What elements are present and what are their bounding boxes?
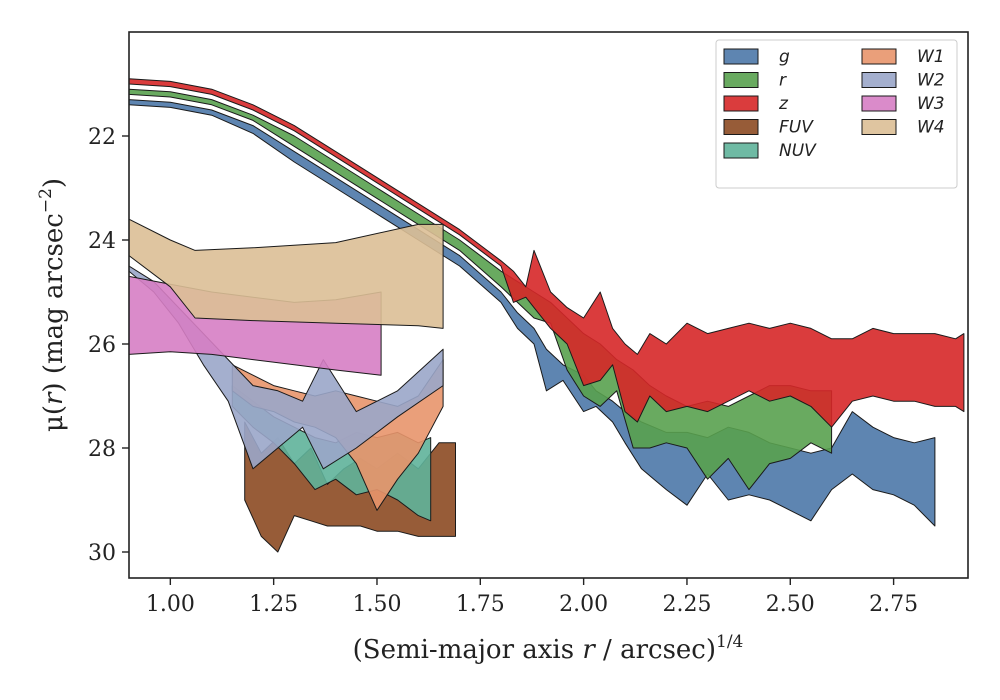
legend-label-w1: W1: [917, 47, 945, 67]
legend-swatch-z: [723, 95, 759, 112]
legend-swatch-w4: [861, 119, 897, 135]
x-tick-label: 1.00: [146, 592, 195, 617]
legend-swatch-nuv: [723, 142, 759, 159]
x-tick-label: 2.50: [766, 592, 815, 617]
legend-label-nuv: NUV: [779, 141, 817, 161]
plot-frame: [128, 31, 969, 579]
x-tick-label: 1.50: [352, 592, 401, 617]
legend-swatch-r: [723, 72, 759, 88]
band-w4: [129, 218, 444, 329]
legend-label-r: r: [779, 71, 787, 91]
y-tick-label: 26: [88, 333, 116, 358]
band-z: [129, 78, 965, 428]
legend-label-w3: W3: [917, 94, 945, 114]
legend-swatch-w1: [861, 48, 897, 65]
y-tick-label: 22: [88, 125, 116, 150]
band-w2: [129, 265, 444, 470]
legend-swatch-w3: [861, 95, 897, 112]
x-tick-label: 1.75: [456, 592, 505, 617]
series-layer: [129, 78, 965, 553]
y-tick-label: 28: [88, 437, 116, 462]
x-axis-label: (Semi-major axis r / arcsec)1/4: [353, 632, 744, 665]
legend-swatch-g: [723, 48, 759, 65]
x-tick-label: 2.75: [869, 592, 918, 617]
legend-label-g: g: [779, 47, 790, 67]
y-axis: 22 24 26 28 30: [88, 125, 129, 566]
legend-label-z: z: [778, 94, 789, 114]
legend-label-fuv: FUV: [779, 118, 814, 138]
y-tick-label: 24: [88, 229, 116, 254]
legend-label-w4: W4: [917, 118, 945, 138]
legend-swatch-w2: [861, 72, 897, 88]
legend-swatch-fuv: [723, 119, 759, 135]
band-g: [129, 99, 936, 527]
x-tick-label: 2.25: [662, 592, 711, 617]
legend-label-w2: W2: [917, 71, 945, 91]
legend: grz FUV NUV W1 W2 W3 W4: [715, 39, 958, 189]
y-tick-label: 30: [88, 541, 116, 566]
y-axis-label: μ(r) (mag arcsec−2): [36, 178, 69, 432]
x-tick-label: 1.25: [249, 592, 298, 617]
x-tick-label: 2.00: [559, 592, 608, 617]
x-axis: 1.00 1.25 1.50 1.75 2.00 2.25 2.50 2.75: [146, 578, 918, 617]
legend-frame: [715, 39, 958, 189]
